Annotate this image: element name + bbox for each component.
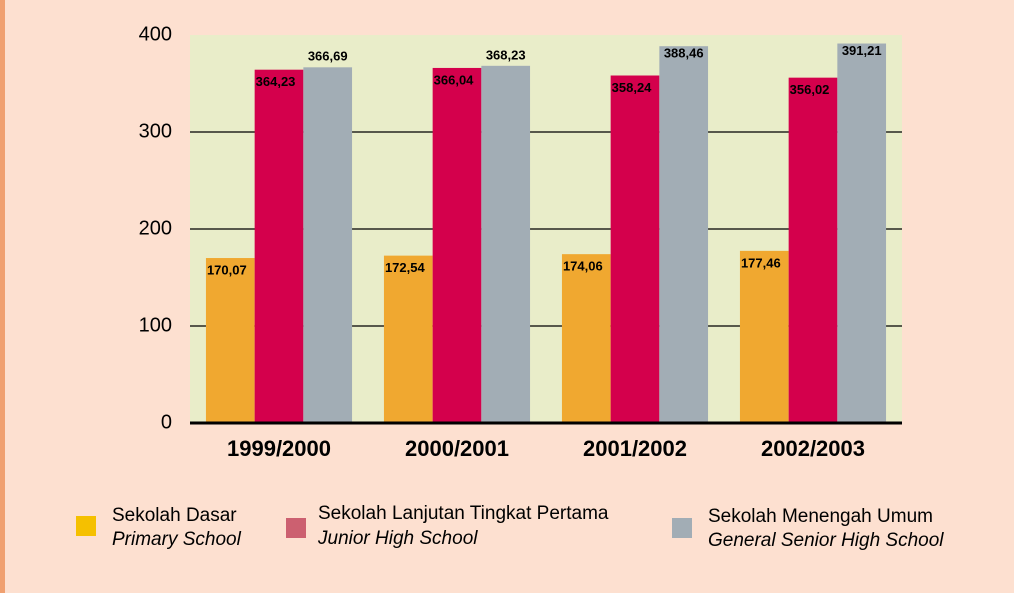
value-label: 366,04 [434,72,475,87]
value-label: 170,07 [207,262,247,277]
value-label: 174,06 [563,259,603,274]
value-label: 368,23 [486,47,526,62]
bar [837,43,887,423]
legend-label-en: Junior High School [317,528,478,549]
x-tick-label: 2002/2003 [761,436,865,461]
legend-label: Sekolah Lanjutan Tingkat Pertama [318,503,609,524]
bar [610,75,660,423]
value-label: 364,23 [256,74,296,89]
legend-swatch [286,518,306,538]
legend-swatch [672,518,692,538]
y-tick-label: 400 [139,23,172,45]
bar [659,46,709,424]
bar [432,67,482,424]
legend-label-en: Primary School [112,529,242,550]
legend-swatch [76,516,96,536]
y-tick-label: 300 [139,120,172,142]
y-tick-label: 0 [161,411,172,433]
y-tick-label: 200 [139,217,172,239]
bar [561,254,611,423]
legend-label: Sekolah Dasar [112,505,237,526]
bar [205,258,255,423]
legend-label-en: General Senior High School [708,530,944,551]
bar [739,250,789,423]
value-label: 356,02 [790,82,830,97]
bar [788,77,838,424]
x-tick-label: 2001/2002 [583,436,687,461]
y-tick-label: 100 [139,314,172,336]
value-label: 388,46 [664,46,704,61]
x-tick-label: 1999/2000 [227,436,331,461]
bar [303,67,353,423]
value-label: 366,69 [308,49,348,64]
value-label: 358,24 [612,80,653,95]
legend-label: Sekolah Menengah Umum [708,506,933,527]
x-tick-label: 2000/2001 [405,436,509,461]
value-label: 172,54 [385,260,426,275]
bar [481,65,531,424]
bar [254,69,304,423]
bar [383,255,433,423]
border-strip [0,0,5,593]
value-label: 391,21 [842,43,882,58]
value-label: 177,46 [741,255,781,270]
